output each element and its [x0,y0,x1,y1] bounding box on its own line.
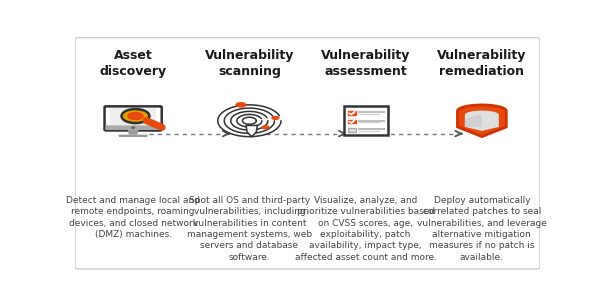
Polygon shape [118,135,148,137]
Polygon shape [465,115,482,127]
Text: Vulnerability
scanning: Vulnerability scanning [205,49,294,78]
FancyBboxPatch shape [348,111,356,115]
FancyBboxPatch shape [348,128,356,132]
Polygon shape [128,130,139,135]
Text: Visualize, analyze, and
prioritize vulnerabilities based
on CVSS scores, age,
ex: Visualize, analyze, and prioritize vulne… [295,196,437,262]
FancyBboxPatch shape [104,106,162,130]
Circle shape [271,116,280,120]
Text: Asset
discovery: Asset discovery [100,49,167,78]
FancyBboxPatch shape [110,108,156,125]
FancyBboxPatch shape [75,38,540,269]
FancyBboxPatch shape [348,119,356,123]
FancyBboxPatch shape [106,125,161,130]
Circle shape [235,102,247,108]
Text: Detect and manage local and
remote endpoints, roaming
devices, and closed networ: Detect and manage local and remote endpo… [66,196,200,239]
Circle shape [127,112,144,120]
Circle shape [132,127,134,128]
Text: Vulnerability
remediation: Vulnerability remediation [437,49,527,78]
Polygon shape [465,111,499,131]
Text: Vulnerability
assessment: Vulnerability assessment [321,49,410,78]
Text: Deploy automatically
correlated patches to seal
vulnerabilities, and leverage
al: Deploy automatically correlated patches … [417,196,547,262]
Text: Spot all OS and third-party
vulnerabilities, including
vulnerabilities in conten: Spot all OS and third-party vulnerabilit… [187,196,312,262]
Circle shape [121,109,149,123]
Circle shape [262,125,270,130]
FancyBboxPatch shape [344,106,388,135]
Polygon shape [246,126,257,137]
Polygon shape [457,105,506,136]
